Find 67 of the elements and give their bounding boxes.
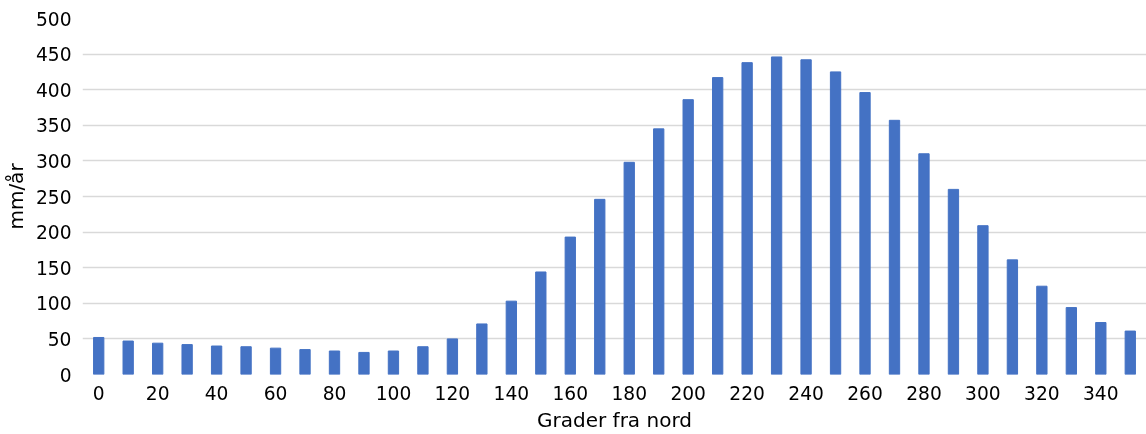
y-axis-title: mm/år [3,162,28,230]
bar [446,338,459,375]
bar [122,340,134,375]
bar [977,225,989,375]
y-tick-label: 500 [35,8,72,30]
bar [918,153,930,375]
y-tick-label: 400 [35,79,72,101]
bar [181,344,193,375]
y-tick-label: 300 [35,150,72,172]
y-tick-label: 250 [35,186,72,208]
bar [299,349,311,375]
bar [152,342,164,375]
x-tick-label: 0 [92,382,105,404]
y-tick-label: 350 [35,115,72,137]
y-tick-label: 450 [35,44,72,66]
bar [505,300,517,375]
bar [476,323,488,375]
x-tick-label: 200 [670,382,706,404]
bar [682,99,694,375]
bar [1006,259,1019,375]
x-tick-label: 260 [847,382,883,404]
bar [1124,330,1136,375]
bar [564,236,576,375]
bar [947,188,960,375]
bar [829,71,842,375]
bar [417,346,429,375]
bar [623,161,635,375]
y-tick-label: 200 [35,222,72,244]
bar [387,350,400,375]
x-tick-label: 160 [552,382,589,404]
x-tick-label: 320 [1024,382,1060,404]
x-tick-label: 340 [1083,382,1119,404]
x-tick-label: 300 [965,382,1001,404]
x-tick-label: 20 [145,382,170,404]
y-tick-label: 50 [47,328,72,350]
bar [328,350,341,375]
bar [859,92,871,375]
bar [535,271,547,375]
bar [1065,307,1077,375]
x-tick-label: 60 [263,382,288,404]
x-tick-label: 240 [788,382,824,404]
x-tick-label: 280 [906,382,942,404]
x-tick-label: 80 [322,382,347,404]
x-tick-label: 100 [375,382,412,404]
x-tick-label: 40 [204,382,229,404]
bar [770,56,783,375]
bar [93,336,105,375]
x-tick-label: 180 [611,382,648,404]
x-tick-label: 140 [493,382,530,404]
bar [358,351,370,375]
bar [269,347,282,375]
y-tick-label: 0 [59,364,72,386]
bar [653,128,665,375]
bar [712,77,724,375]
bar [240,346,252,375]
bar [210,345,223,375]
x-axis-title: Grader fra nord [537,407,692,432]
bar [741,62,753,375]
bar [888,119,901,375]
x-tick-label: 120 [434,382,471,404]
y-tick-label: 150 [35,257,72,279]
x-tick-label: 220 [729,382,765,404]
bar [800,59,812,375]
bar [1036,285,1048,375]
y-tick-label: 100 [35,293,72,315]
bar [1095,322,1107,375]
bar [594,198,606,375]
